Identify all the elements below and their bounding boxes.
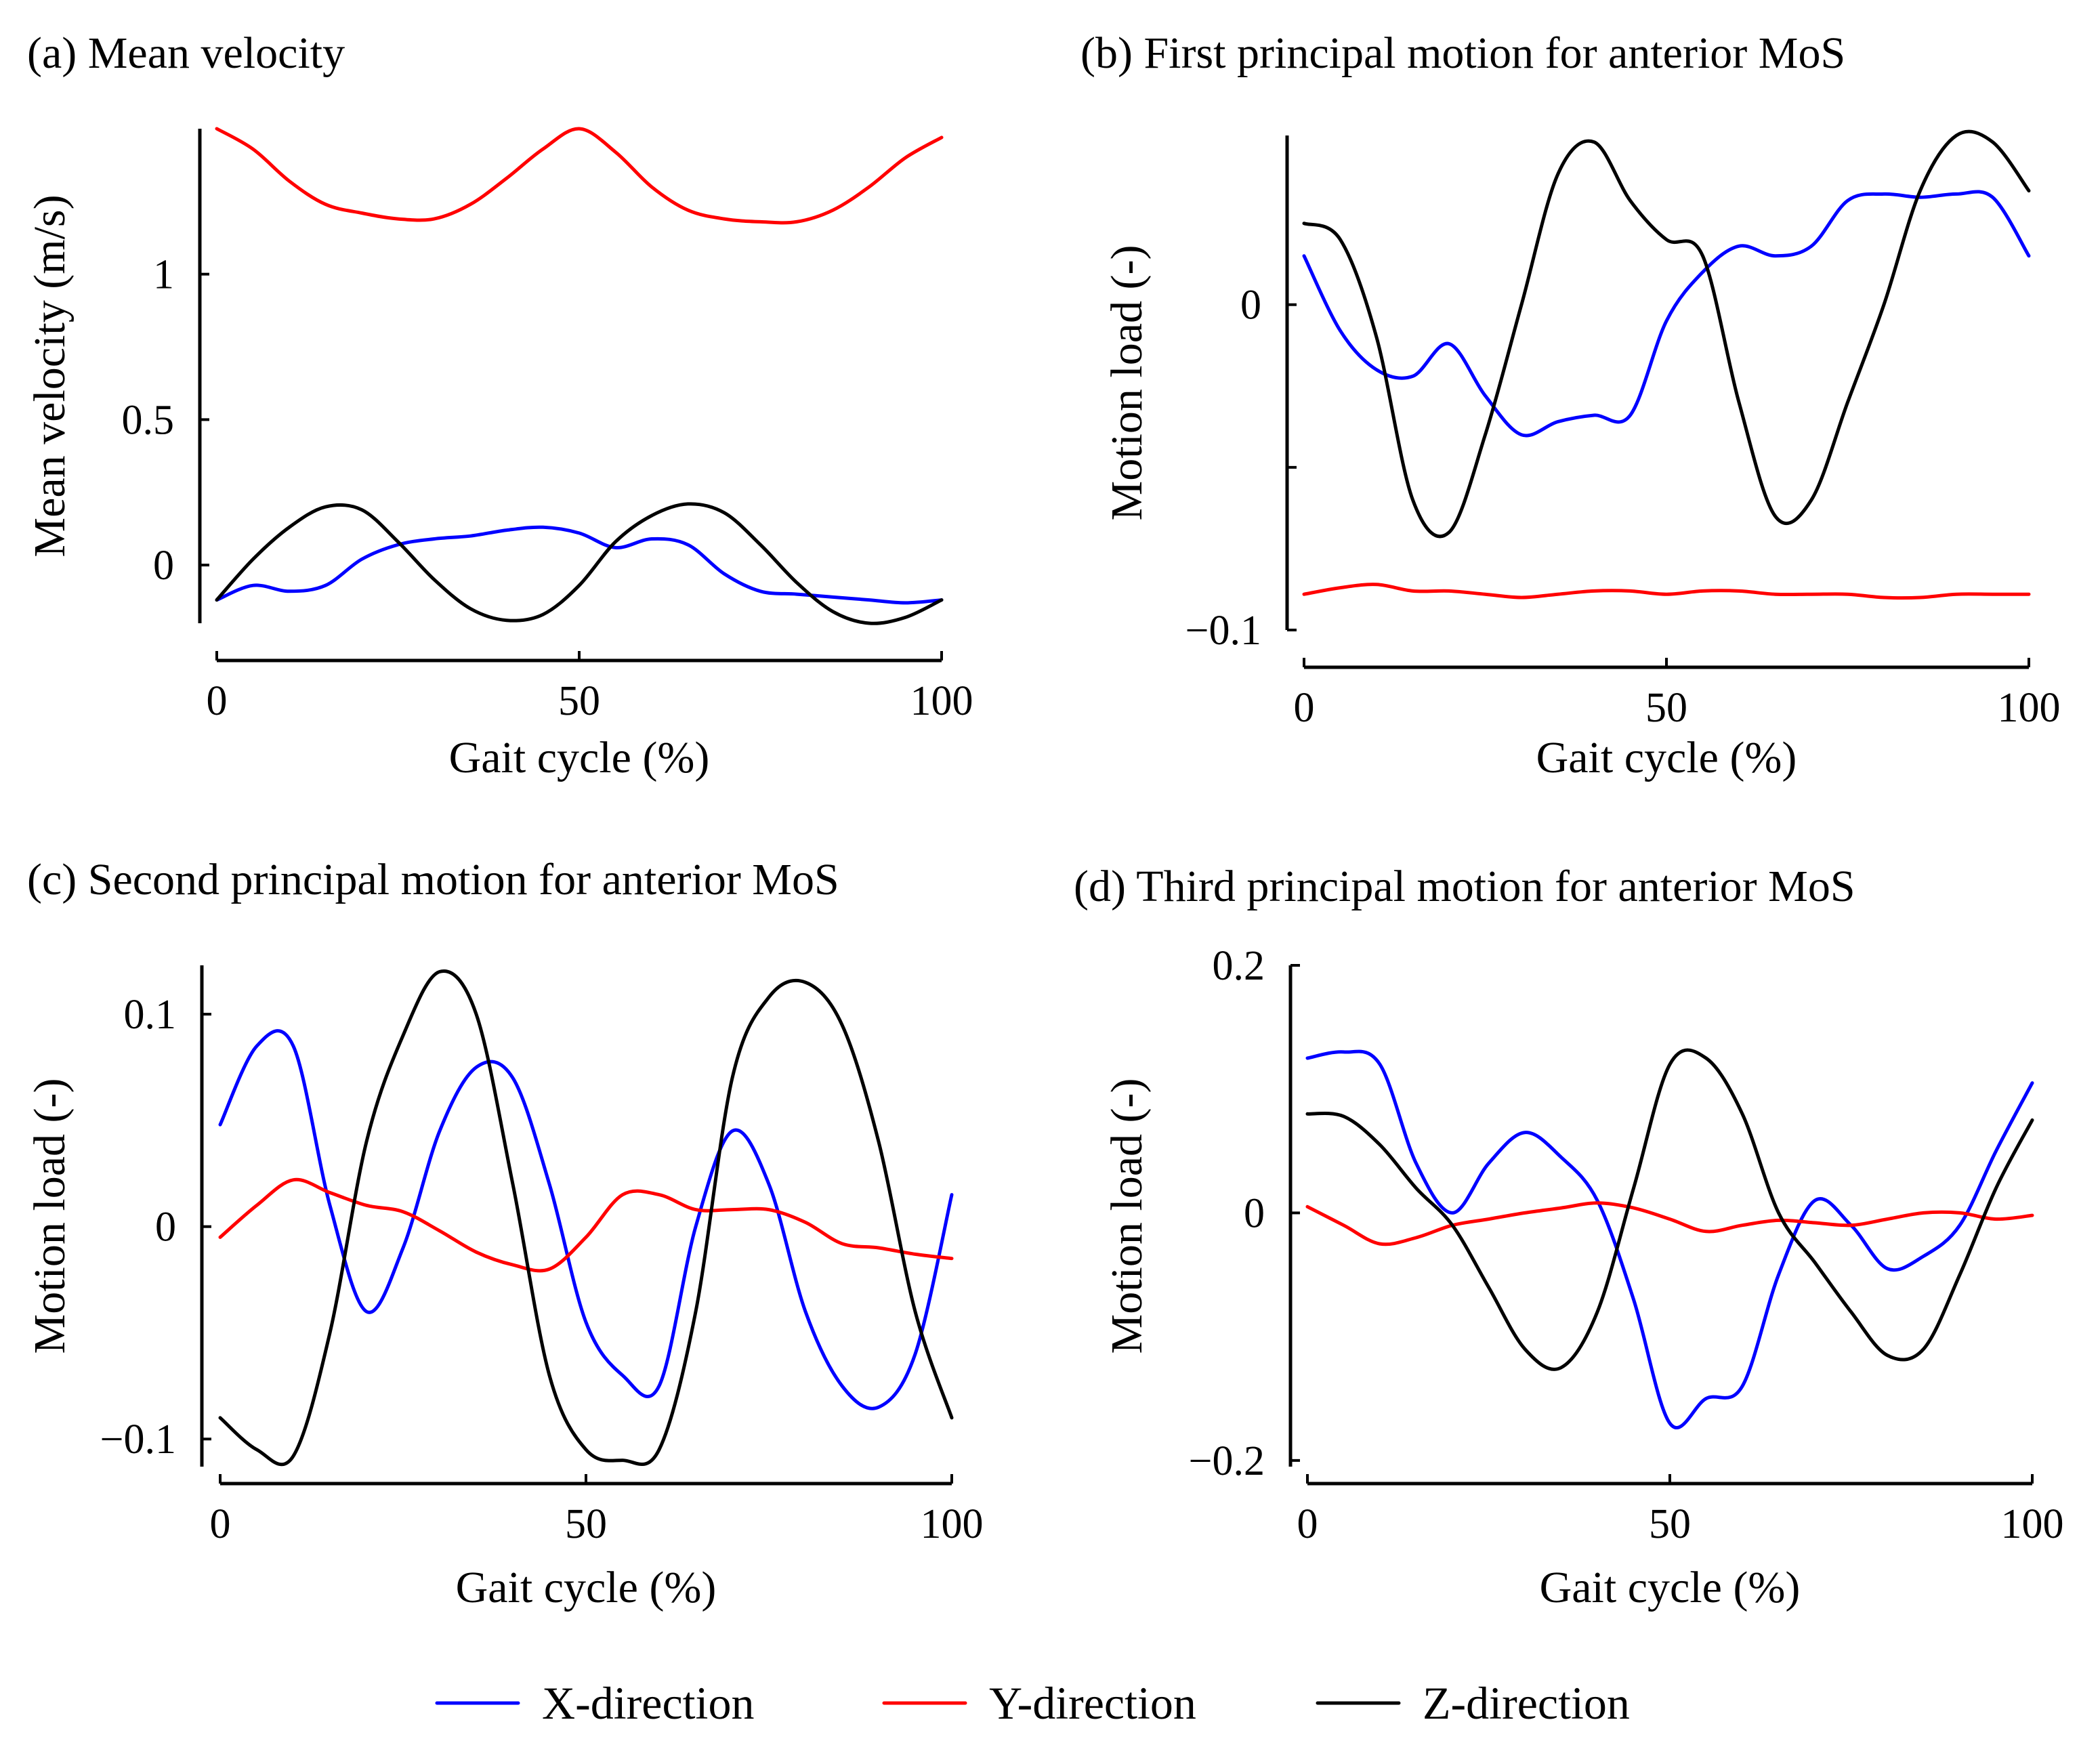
x-tick-label: 0 (207, 678, 228, 724)
y-axis-label: Motion load (-) (1102, 245, 1152, 521)
series-line-z (1305, 1048, 2034, 1371)
y-tick-label: 0.2 (1213, 943, 1265, 989)
series-line-x (218, 1029, 954, 1410)
x-tick-label: 100 (921, 1501, 984, 1547)
x-tick-label: 0 (1297, 1501, 1318, 1547)
x-tick-label: 100 (1998, 685, 2061, 731)
panel-title: (a) Mean velocity (27, 28, 345, 78)
panel-d: (d) Third principal motion for anterior … (1074, 862, 2064, 1612)
x-tick-label: 0 (210, 1501, 231, 1547)
panel-c: (c) Second principal motion for anterior… (25, 855, 984, 1612)
y-tick-label: 0 (1240, 282, 1261, 329)
x-axis-label: Gait cycle (%) (1536, 733, 1797, 782)
panel-a: (a) Mean velocity 0 50 100 0 0.5 1 Gait cycle … (25, 28, 973, 782)
x-axis-label: Gait cycle (%) (1540, 1563, 1801, 1612)
panel-title: (b) First principal motion for anterior … (1080, 28, 1845, 78)
panel-title: (c) Second principal motion for anterior… (27, 855, 839, 904)
series-line-z (218, 969, 954, 1467)
y-tick-label: 0 (155, 1204, 176, 1251)
y-axis-label: Motion load (-) (1102, 1078, 1152, 1354)
y-axis-label: Mean velocity (m/s) (25, 194, 75, 557)
x-tick-label: 50 (1649, 1501, 1691, 1547)
legend-label-z: Z-direction (1423, 1677, 1630, 1729)
y-tick-label: 0 (153, 543, 174, 589)
series-line-y (1305, 1201, 2034, 1246)
series-line-x (1302, 190, 2031, 438)
panel-title: (d) Third principal motion for anterior … (1074, 862, 1855, 911)
series-line-y (1302, 583, 2031, 600)
x-axis-label: Gait cycle (%) (456, 1563, 717, 1612)
x-tick-label: 100 (2001, 1501, 2064, 1547)
x-tick-label: 50 (558, 678, 600, 724)
series-line-y (215, 127, 944, 225)
series-line-z (1302, 129, 2031, 539)
y-tick-label: 0.1 (124, 992, 177, 1038)
y-tick-label: −0.1 (100, 1417, 176, 1463)
x-axis-label: Gait cycle (%) (449, 733, 710, 782)
x-tick-label: 100 (910, 678, 973, 724)
legend-label-x: X-direction (542, 1677, 754, 1729)
y-tick-label: 0 (1244, 1190, 1265, 1236)
y-axis-label: Motion load (-) (25, 1078, 75, 1354)
x-tick-label: 50 (565, 1501, 607, 1547)
y-tick-label: 0.5 (122, 397, 175, 443)
series-line-x (215, 525, 944, 605)
x-tick-label: 0 (1294, 685, 1315, 731)
panel-b: (b) First principal motion for anterior … (1080, 28, 2061, 782)
x-tick-label: 50 (1645, 685, 1687, 731)
legend-label-y: Y-direction (989, 1677, 1196, 1729)
legend: X-direction Y-direction Z-direction (435, 1677, 1630, 1729)
y-tick-label: −0.1 (1185, 608, 1261, 654)
y-tick-label: −0.2 (1189, 1438, 1265, 1484)
series-line-y (218, 1177, 954, 1273)
y-tick-label: 1 (153, 252, 174, 298)
series-line-z (215, 502, 944, 625)
series-line-x (1305, 1049, 2034, 1429)
